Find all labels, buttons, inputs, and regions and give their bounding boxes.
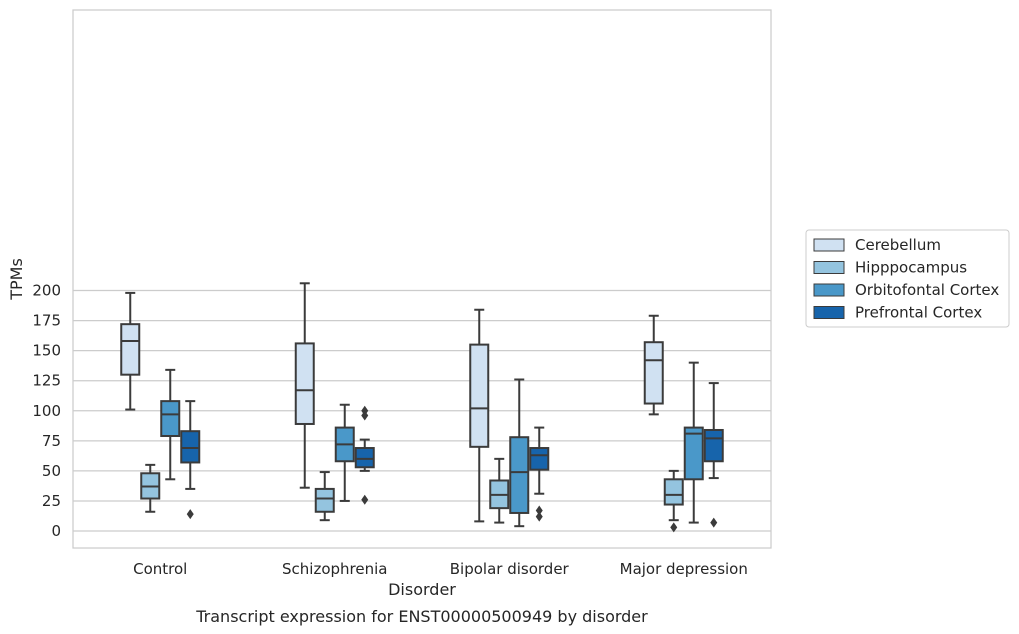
outlier-marker: [361, 494, 369, 505]
boxes: [120, 282, 724, 533]
outlier-marker: [670, 522, 678, 533]
y-tick-label: 100: [32, 402, 61, 420]
box-body: [509, 436, 530, 514]
legend-label: Prefrontal Cortex: [855, 304, 982, 322]
y-axis-title: TPMs: [7, 258, 26, 301]
box-1-2: [489, 457, 510, 524]
y-tick-label: 125: [32, 372, 61, 390]
box-3-3: [703, 382, 724, 528]
legend-swatch: [813, 283, 845, 297]
box-1-1: [314, 471, 335, 522]
legend-swatch: [813, 306, 845, 319]
plot-area-background: [73, 10, 771, 548]
box-body: [469, 343, 490, 448]
y-tick-label: 150: [32, 342, 61, 360]
box-2-2: [509, 378, 530, 528]
chart-caption: Transcript expression for ENST0000050094…: [195, 607, 648, 626]
box-0-1: [294, 282, 315, 489]
box-body: [643, 341, 664, 405]
box-1-3: [663, 469, 684, 533]
y-tick-label: 200: [32, 282, 61, 300]
box-0-0: [120, 291, 141, 411]
legend-swatch: [813, 238, 845, 252]
x-tick-label: Schizophrenia: [282, 560, 387, 578]
box-body: [180, 430, 201, 464]
box-body: [160, 400, 181, 438]
box-0-3: [643, 314, 664, 416]
box-3-0: [180, 400, 201, 520]
box-3-2: [529, 426, 550, 522]
box-body: [683, 426, 704, 481]
legend-label: Hipppocampus: [855, 259, 967, 277]
legend-label: Orbitofontal Cortex: [855, 281, 999, 299]
box-0-2: [469, 308, 490, 523]
box-body: [314, 487, 335, 513]
y-tick-label: 50: [42, 462, 61, 480]
box-body: [294, 342, 315, 425]
box-body: [529, 447, 550, 471]
x-axis-title: Disorder: [388, 580, 456, 599]
y-tick-label: 75: [42, 432, 61, 450]
outlier-marker: [535, 511, 543, 522]
y-tick-label: 25: [42, 492, 61, 510]
box-2-1: [334, 403, 355, 502]
box-2-3: [683, 361, 704, 524]
outlier-marker: [186, 509, 194, 520]
y-axis: 0 25 50 75 100 125 150 175 200: [32, 282, 61, 541]
x-tick-label: Bipolar disorder: [450, 560, 570, 578]
legend-swatch: [813, 261, 845, 274]
box-2-0: [160, 368, 181, 481]
plot-area-frame: [72, 9, 772, 549]
outlier-marker: [535, 505, 543, 516]
box-1-0: [140, 463, 161, 513]
legend-label: Cerebellum: [855, 236, 941, 254]
legend-frame: [805, 229, 1010, 328]
box-body: [703, 428, 724, 463]
y-tick-label: 175: [32, 312, 61, 330]
box-body: [663, 478, 684, 506]
outlier-marker: [710, 517, 718, 528]
legend: Cerebellum Hipppocampus Orbitofontal Corte…: [805, 229, 1010, 328]
box-body: [354, 447, 375, 469]
box-body: [120, 323, 141, 376]
y-tick-label: 0: [51, 522, 61, 540]
x-axis: Control Schizophrenia Bipolar disorder Majo…: [133, 560, 748, 578]
box-3-1: [354, 405, 375, 505]
x-tick-label: Major depression: [620, 560, 748, 578]
outlier-marker: [361, 410, 369, 421]
x-tick-label: Control: [133, 560, 187, 578]
